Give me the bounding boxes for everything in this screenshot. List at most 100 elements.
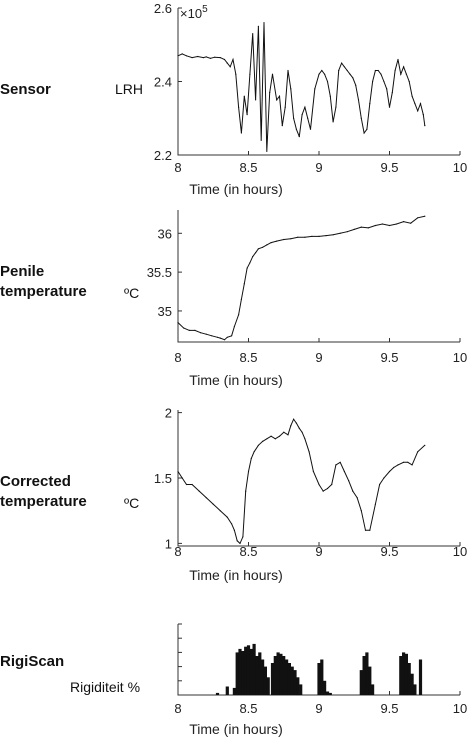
panel-3: Corrected temperature ºC 8 8.5 9 9.5 10 Time (in… xyxy=(0,406,467,583)
x-tick-label: 9 xyxy=(315,701,322,716)
x-tick-label: 10 xyxy=(453,544,467,559)
data-point xyxy=(374,503,376,505)
data-point xyxy=(408,80,410,83)
x-tick-label: 9.5 xyxy=(380,160,398,175)
data-point xyxy=(257,248,259,250)
data-point xyxy=(369,103,371,105)
bar xyxy=(244,646,248,695)
data-point xyxy=(290,88,292,90)
data-point xyxy=(318,235,320,237)
bar xyxy=(413,684,417,695)
y-tick-label: 35 xyxy=(158,304,172,319)
data-point xyxy=(269,91,271,94)
data-point xyxy=(297,236,299,238)
data-point xyxy=(194,329,196,331)
data-point xyxy=(191,57,193,59)
data-point xyxy=(219,337,221,339)
data-point xyxy=(329,95,331,97)
data-point xyxy=(400,73,402,75)
data-point xyxy=(191,483,193,486)
x-tick-label: 10 xyxy=(453,701,467,716)
data-point xyxy=(276,240,278,242)
data-point xyxy=(338,69,340,72)
data-point xyxy=(331,483,333,486)
data-point xyxy=(339,232,341,234)
x-tick-label: 8 xyxy=(174,544,181,559)
axes xyxy=(177,210,460,343)
data-point xyxy=(262,246,264,248)
bar xyxy=(362,656,366,695)
data-point xyxy=(298,136,300,138)
bar xyxy=(252,643,256,695)
data-point xyxy=(233,529,235,531)
data-point xyxy=(295,128,297,130)
data-point xyxy=(388,224,391,227)
data-point xyxy=(177,55,179,57)
x-tick-label: 9.5 xyxy=(380,350,398,365)
x-tick-label: 9 xyxy=(315,160,322,175)
y-tick-label: 2 xyxy=(165,406,172,421)
data-point xyxy=(396,223,398,225)
data-point xyxy=(255,99,257,101)
bar xyxy=(282,656,286,695)
data-point xyxy=(405,73,407,75)
data-point xyxy=(346,231,348,233)
data-point xyxy=(185,55,188,57)
row-label: temperature xyxy=(0,283,87,300)
data-point xyxy=(380,73,382,75)
data-point xyxy=(304,236,306,238)
bar xyxy=(296,677,300,696)
data-point xyxy=(276,99,278,101)
data-point xyxy=(233,325,235,328)
data-point xyxy=(255,252,257,254)
panel-4: RigiScan Rigiditeit % 8 8.5 9 9.5 10 Time (in h… xyxy=(0,623,467,737)
data-point xyxy=(246,114,248,116)
data-point xyxy=(247,470,250,473)
data-point xyxy=(266,150,268,152)
data-point xyxy=(360,117,362,119)
row-label: Corrected xyxy=(0,473,71,490)
data-point xyxy=(363,132,365,134)
data-point xyxy=(287,434,289,436)
x-tick-label: 10 xyxy=(453,160,467,175)
data-point xyxy=(183,327,185,329)
data-point xyxy=(407,461,409,463)
data-point xyxy=(355,84,357,86)
data-point xyxy=(424,125,426,127)
data-point xyxy=(391,91,393,94)
data-point xyxy=(339,461,341,463)
bar xyxy=(290,666,294,695)
data-point xyxy=(422,114,424,116)
data-point xyxy=(260,139,262,141)
data-point xyxy=(271,73,274,75)
bar xyxy=(328,692,332,695)
data-point xyxy=(308,451,310,453)
row-label: RigiScan xyxy=(0,653,64,670)
data-point xyxy=(242,536,244,538)
bar xyxy=(276,652,280,695)
bar xyxy=(325,691,330,695)
x-axis-label: Time (in hours) xyxy=(189,372,283,388)
data-point xyxy=(311,235,313,237)
row-label: temperature xyxy=(0,493,87,510)
unit-label: LRH xyxy=(115,81,143,97)
y-tick-label: 2.4 xyxy=(154,75,172,90)
data-point xyxy=(388,106,391,108)
data-point xyxy=(346,69,348,72)
data-point xyxy=(284,106,286,108)
data-point xyxy=(367,227,369,229)
data-point xyxy=(211,335,213,337)
data-point xyxy=(245,490,247,492)
y-tick-label: 36 xyxy=(158,226,172,241)
bar xyxy=(285,659,289,695)
data-point xyxy=(383,80,385,83)
data-point xyxy=(235,73,237,75)
data-point xyxy=(239,542,241,545)
bar xyxy=(299,684,303,695)
data-point xyxy=(293,418,295,420)
bar xyxy=(287,663,291,695)
row-label: Penile xyxy=(0,263,44,280)
data-point xyxy=(181,477,183,479)
data-point xyxy=(352,490,354,492)
data-point xyxy=(326,487,329,490)
